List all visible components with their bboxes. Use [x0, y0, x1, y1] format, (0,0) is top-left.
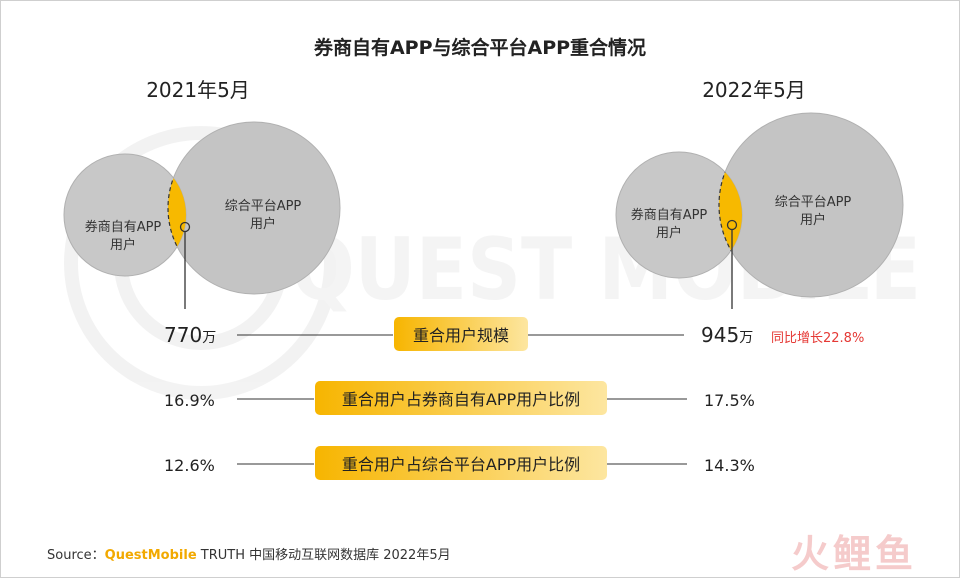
overlap-value-2022: 945万 — [701, 323, 753, 347]
corner-logo: 火鲤鱼 — [791, 532, 917, 576]
badge-broker-share — [315, 381, 607, 415]
growth-note: 同比增长22.8% — [771, 331, 864, 346]
broker-share-2022: 17.5% — [704, 391, 755, 410]
source-line: Source：QuestMobile TRUTH 中国移动互联网数据库 2022… — [47, 547, 451, 563]
chart-title: 券商自有APP与综合平台APP重合情况 — [313, 36, 646, 59]
metric-row-broker-share: 16.9% 重合用户占券商自有APP用户比例 17.5% — [164, 381, 755, 415]
period-label-2022: 2022年5月 — [702, 78, 806, 102]
badge-platform-share — [315, 446, 607, 480]
overlap-2021 — [167, 154, 186, 276]
source-text: TRUTH 中国移动互联网数据库 2022年5月 — [197, 547, 451, 563]
venn-2022: 券商自有APP 用户 综合平台APP 用户 — [615, 112, 904, 309]
badge-scale — [394, 317, 528, 351]
overlap-marker-2021 — [179, 221, 191, 233]
label-platform-app-2022: 综合平台APP 用户 — [775, 195, 852, 228]
badge-broker-share-label: 重合用户占券商自有APP用户比例 — [342, 390, 580, 409]
overlap-marker-2022 — [726, 219, 738, 231]
label-broker-app-2021: 券商自有APP 用户 — [85, 219, 162, 253]
source-label: Source： — [47, 548, 105, 563]
label-broker-app-2022: 券商自有APP 用户 — [631, 207, 708, 241]
broker-share-2021: 16.9% — [164, 391, 215, 410]
badge-platform-share-label: 重合用户占综合平台APP用户比例 — [342, 455, 580, 474]
overlap-value-2021: 770万 — [164, 323, 216, 347]
metric-row-platform-share: 12.6% 重合用户占综合平台APP用户比例 14.3% — [164, 446, 755, 480]
platform-share-2021: 12.6% — [164, 456, 215, 475]
metric-row-scale: 770万 重合用户规模 945万 同比增长22.8% — [164, 317, 864, 351]
overlap-2022 — [718, 152, 742, 278]
badge-scale-label: 重合用户规模 — [413, 326, 509, 345]
label-platform-app-2021: 综合平台APP 用户 — [225, 199, 302, 232]
platform-share-2022: 14.3% — [704, 456, 755, 475]
source-brand: QuestMobile — [105, 548, 197, 563]
venn-2021: 券商自有APP 用户 综合平台APP 用户 — [63, 121, 341, 309]
period-label-2021: 2021年5月 — [146, 78, 250, 102]
